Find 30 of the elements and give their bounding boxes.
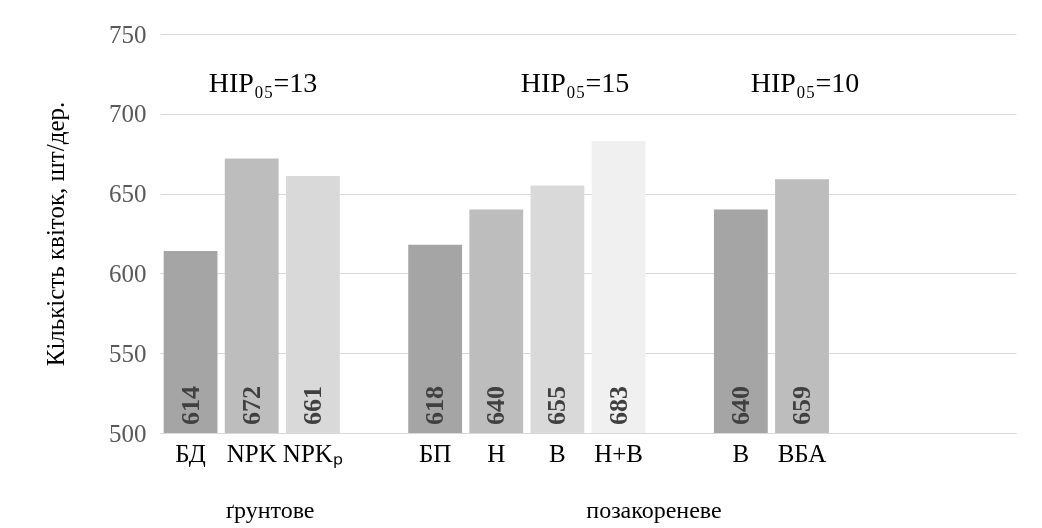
y-tick-label: 550 xyxy=(109,339,147,367)
text: ґрунтове xyxy=(225,497,315,523)
data-label: 618 xyxy=(420,386,450,425)
x-tick-label: БД xyxy=(175,439,206,467)
x-tick-label: Н+В xyxy=(594,439,643,467)
data-label: 683 xyxy=(603,386,633,425)
annotation: НІР₀₅=15 xyxy=(520,67,630,98)
data-label: 659 xyxy=(787,386,816,425)
y-tick-label: 650 xyxy=(109,180,147,208)
data-label: 614 xyxy=(175,386,205,425)
text: позакореневе xyxy=(586,497,722,523)
data-label: 640 xyxy=(481,386,511,425)
annotation: НІР₀₅=13 xyxy=(208,67,318,98)
annotation: НІР₀₅=10 xyxy=(750,67,860,98)
x-tick-label: NPK xyxy=(226,439,277,467)
data-label: 672 xyxy=(236,386,266,425)
x-tick-label: В xyxy=(732,439,750,467)
y-tick-label: 500 xyxy=(109,419,147,447)
y-tick-label: 700 xyxy=(109,100,147,128)
y-tick-label: 600 xyxy=(109,259,147,287)
data-label: 655 xyxy=(542,386,572,425)
y-tick-label: 750 xyxy=(109,20,147,48)
x-tick-label: Н xyxy=(487,439,506,467)
x-tick-label: В xyxy=(549,439,566,467)
data-label: 661 xyxy=(297,386,327,425)
x-tick-label: ВБА xyxy=(777,439,827,467)
x-tick-label: NPKₚ xyxy=(282,439,343,468)
x-tick-label: БП xyxy=(418,439,452,467)
y-axis-title: Кількість квіток, шт/дер. xyxy=(42,101,69,367)
data-label: 640 xyxy=(725,386,755,425)
